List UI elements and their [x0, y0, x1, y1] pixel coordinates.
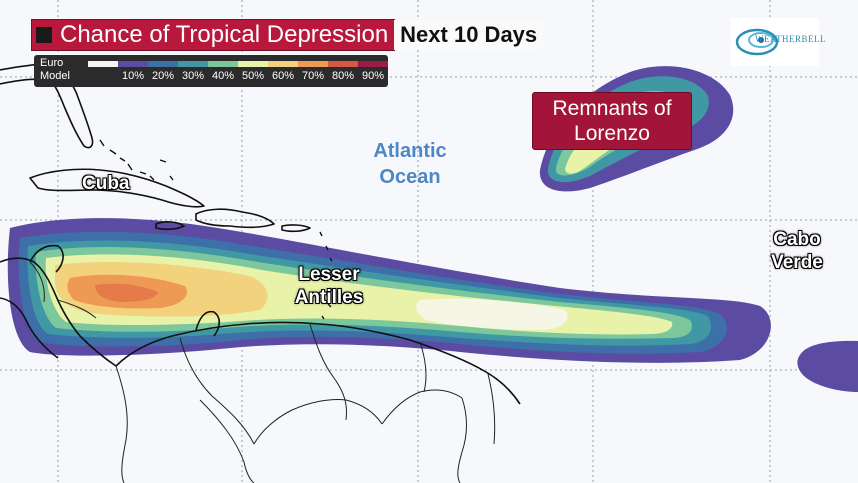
- legend-swatch-1: [118, 61, 148, 67]
- label-cuba: Cuba: [82, 173, 130, 194]
- legend-swatch-4: [208, 61, 238, 67]
- legend-tick-0: [88, 69, 118, 83]
- color-legend: Euro Model 10% 20% 30% 40% 50% 60% 70% 80% 90%: [34, 55, 388, 87]
- legend-swatch-8: [328, 61, 358, 67]
- legend-swatch-0: [88, 61, 118, 67]
- legend-swatch-9: [358, 61, 388, 67]
- title-square-icon: [36, 27, 52, 43]
- label-lesser-antilles: Lesser Antilles: [294, 264, 364, 308]
- weatherbell-logo: WEATHERBELL: [731, 18, 826, 66]
- legend-swatch-3: [178, 61, 208, 67]
- probability-swath-caribbean: [7, 218, 771, 363]
- title-sub-text: Next 10 Days: [394, 20, 544, 50]
- legend-tick-2: 20%: [151, 70, 175, 82]
- logo-text: WEATHERBELL: [755, 34, 826, 44]
- legend-swatch-7: [298, 61, 328, 67]
- legend-tick-8: 80%: [331, 70, 355, 82]
- legend-tick-labels: 10% 20% 30% 40% 50% 60% 70% 80% 90%: [88, 69, 388, 83]
- legend-tick-6: 60%: [271, 70, 295, 82]
- legend-model-label: Euro Model: [40, 57, 70, 82]
- legend-swatch-6: [268, 61, 298, 67]
- legend-tick-3: 30%: [181, 70, 205, 82]
- legend-tick-1: 10%: [121, 70, 145, 82]
- title-main-box: Chance of Tropical Depression: [32, 20, 395, 50]
- legend-tick-7: 70%: [301, 70, 325, 82]
- legend-color-bar: [88, 61, 388, 67]
- label-atlantic-ocean: Atlantic Ocean: [373, 140, 447, 188]
- political-borders: [29, 261, 496, 483]
- label-remnants-of-lorenzo: Remnants of Lorenzo: [532, 92, 692, 150]
- legend-swatch-5: [238, 61, 268, 67]
- title-main-text: Chance of Tropical Depression: [60, 21, 389, 48]
- legend-tick-4: 40%: [211, 70, 235, 82]
- legend-tick-5: 50%: [241, 70, 265, 82]
- map-title: Chance of Tropical Depression Next 10 Da…: [32, 20, 544, 50]
- legend-tick-9: 90%: [361, 70, 385, 82]
- probability-blob-east: [797, 340, 858, 392]
- label-cabo-verde: Cabo Verde: [771, 229, 823, 273]
- legend-swatch-2: [148, 61, 178, 67]
- weatherbell-swirl-icon: [735, 28, 779, 56]
